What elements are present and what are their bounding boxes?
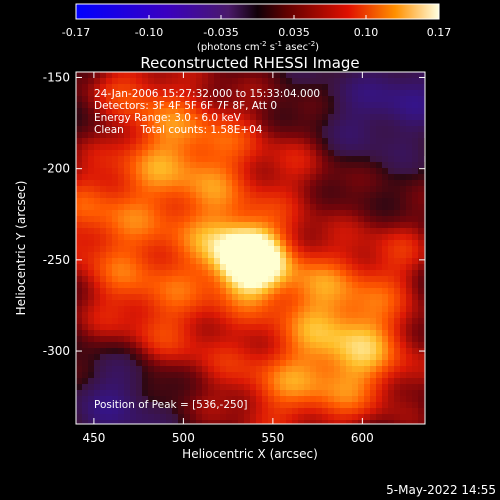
y-axis-label: Heliocentric Y (arcsec) bbox=[14, 181, 28, 316]
colorbar-tick-label: 0.035 bbox=[278, 26, 310, 39]
colorbar-ticks bbox=[75, 15, 440, 19]
x-tick-label: 550 bbox=[261, 431, 284, 445]
colorbar-tick-label: 0.17 bbox=[427, 26, 452, 39]
x-axis: 450 500 550 600 bbox=[82, 72, 374, 445]
footer-date: 5-May-2022 14:55 bbox=[386, 483, 496, 497]
colorbar-unit-label: (photons cm-2 s-1 asec-2) bbox=[197, 40, 319, 53]
chart-title: Reconstructed RHESSI Image bbox=[140, 54, 359, 72]
colorbar bbox=[75, 3, 440, 20]
heatmap-image bbox=[76, 72, 425, 424]
x-axis-label: Heliocentric X (arcsec) bbox=[182, 447, 318, 461]
colorbar-tick-label: -0.17 bbox=[62, 26, 90, 39]
x-tick-label: 600 bbox=[351, 431, 374, 445]
y-tick-label: -250 bbox=[43, 253, 70, 267]
y-tick-label: -200 bbox=[43, 162, 70, 176]
colorbar-tick-label: 0.10 bbox=[354, 26, 379, 39]
annotation-line: Detectors: 3F 4F 5F 6F 7F 8F, Att 0 bbox=[94, 100, 277, 112]
annotation-line: 24-Jan-2006 15:27:32.000 to 15:33:04.000 bbox=[94, 88, 320, 100]
colorbar-tick-label: -0.035 bbox=[203, 26, 238, 39]
y-axis: -150 -200 -250 -300 bbox=[43, 70, 425, 358]
plot-frame bbox=[75, 71, 426, 425]
annotation-line: Clean Total counts: 1.58E+04 bbox=[94, 124, 263, 136]
colorbar-tick-label: -0.10 bbox=[135, 26, 163, 39]
annotation-line: Energy Range: 3.0 - 6.0 keV bbox=[94, 112, 242, 124]
peak-label: Position of Peak = [536,-250] bbox=[94, 399, 248, 411]
y-tick-label: -150 bbox=[43, 70, 70, 84]
x-tick-label: 450 bbox=[82, 431, 105, 445]
y-tick-label: -300 bbox=[43, 344, 70, 358]
x-tick-label: 500 bbox=[172, 431, 195, 445]
